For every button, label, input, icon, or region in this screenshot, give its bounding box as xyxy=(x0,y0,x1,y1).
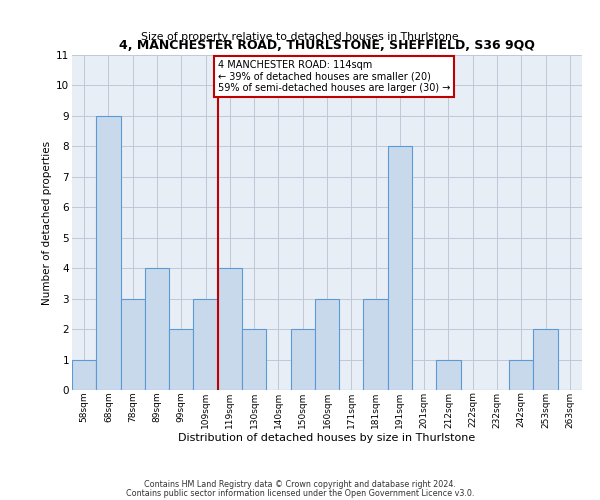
Text: Contains public sector information licensed under the Open Government Licence v3: Contains public sector information licen… xyxy=(126,488,474,498)
Bar xyxy=(436,360,461,390)
Bar xyxy=(145,268,169,390)
Bar xyxy=(388,146,412,390)
Bar xyxy=(315,298,339,390)
Bar xyxy=(290,329,315,390)
Bar xyxy=(169,329,193,390)
Bar xyxy=(72,360,96,390)
Bar xyxy=(218,268,242,390)
Text: 4 MANCHESTER ROAD: 114sqm
← 39% of detached houses are smaller (20)
59% of semi-: 4 MANCHESTER ROAD: 114sqm ← 39% of detac… xyxy=(218,60,450,93)
Bar xyxy=(193,298,218,390)
Y-axis label: Number of detached properties: Number of detached properties xyxy=(42,140,52,304)
Bar xyxy=(533,329,558,390)
Text: Contains HM Land Registry data © Crown copyright and database right 2024.: Contains HM Land Registry data © Crown c… xyxy=(144,480,456,489)
Bar xyxy=(96,116,121,390)
Text: Size of property relative to detached houses in Thurlstone: Size of property relative to detached ho… xyxy=(141,32,459,42)
Bar xyxy=(121,298,145,390)
Bar xyxy=(509,360,533,390)
Title: 4, MANCHESTER ROAD, THURLSTONE, SHEFFIELD, S36 9QQ: 4, MANCHESTER ROAD, THURLSTONE, SHEFFIEL… xyxy=(119,40,535,52)
X-axis label: Distribution of detached houses by size in Thurlstone: Distribution of detached houses by size … xyxy=(178,434,476,444)
Bar xyxy=(364,298,388,390)
Bar xyxy=(242,329,266,390)
